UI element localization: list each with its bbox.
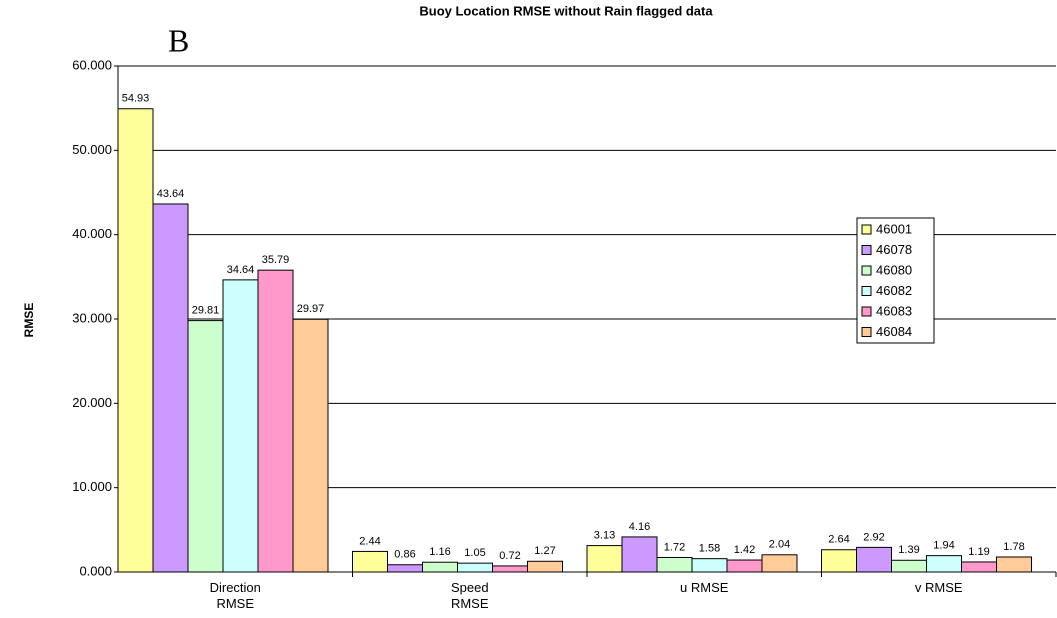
y-tick-label: 0.000 xyxy=(79,563,112,578)
value-label: 1.19 xyxy=(968,546,989,558)
value-label: 1.78 xyxy=(1003,541,1024,553)
bar xyxy=(761,554,798,573)
bar xyxy=(961,561,997,573)
legend-swatch xyxy=(861,224,872,235)
value-label: 1.58 xyxy=(699,543,720,555)
bar xyxy=(691,558,728,573)
chart-title: Buoy Location RMSE without Rain flagged … xyxy=(419,3,713,18)
legend-label: 46083 xyxy=(876,303,912,318)
value-label: 1.27 xyxy=(534,545,555,557)
bar xyxy=(457,562,493,573)
value-label: 1.42 xyxy=(734,544,755,556)
y-tick-label: 60.000 xyxy=(72,57,112,72)
value-label: 2.04 xyxy=(769,539,790,551)
y-tick-label: 20.000 xyxy=(72,395,112,410)
legend-swatch xyxy=(861,245,872,255)
y-tick-label: 40.000 xyxy=(72,226,112,241)
value-label: 35.79 xyxy=(262,254,290,266)
bar xyxy=(726,559,763,573)
x-tick-label: v RMSE xyxy=(914,580,963,595)
bar xyxy=(621,536,658,573)
value-label: 2.92 xyxy=(863,531,884,543)
bar xyxy=(586,545,623,573)
bar xyxy=(257,269,294,573)
bar xyxy=(187,320,224,573)
legend-label: 46078 xyxy=(876,242,912,257)
y-tick-label: 30.000 xyxy=(72,310,112,325)
value-label: 0.86 xyxy=(394,549,415,561)
bar xyxy=(117,108,154,573)
value-label: 29.97 xyxy=(297,303,325,315)
value-label: 1.72 xyxy=(664,541,685,553)
bar xyxy=(996,556,1032,573)
bar xyxy=(422,561,458,573)
y-tick-label: 10.000 xyxy=(72,479,112,494)
value-label: 54.93 xyxy=(122,93,150,105)
bar xyxy=(222,279,259,573)
value-label: 1.16 xyxy=(429,546,450,558)
bar xyxy=(292,318,329,573)
x-tick-label: u RMSE xyxy=(680,580,729,595)
x-tick-label: Speed RMSE xyxy=(450,580,489,611)
bar xyxy=(656,556,693,573)
y-tick-label: 50.000 xyxy=(72,142,112,157)
bar xyxy=(492,565,528,573)
value-label: 3.13 xyxy=(594,530,615,542)
value-label: 1.94 xyxy=(933,540,954,552)
bar xyxy=(352,550,388,573)
value-label: 34.64 xyxy=(227,264,255,276)
bar xyxy=(856,546,892,573)
value-label: 2.44 xyxy=(359,535,380,547)
annotation: B xyxy=(168,22,189,58)
bar xyxy=(821,549,857,573)
legend-label: 46001 xyxy=(876,221,912,236)
bar xyxy=(527,560,563,573)
value-label: 4.16 xyxy=(629,521,650,533)
legend-label: 46084 xyxy=(876,324,912,339)
value-label: 29.81 xyxy=(192,305,220,317)
legend-swatch xyxy=(861,306,872,317)
y-axis-label: RMSE xyxy=(22,303,36,338)
value-label: 0.72 xyxy=(499,550,520,562)
value-label: 2.64 xyxy=(828,534,849,546)
value-label: 43.64 xyxy=(157,188,185,200)
bar xyxy=(152,203,189,573)
bar xyxy=(387,564,423,573)
bar xyxy=(926,555,962,573)
x-tick-label: Direction RMSE xyxy=(209,580,261,611)
legend-label: 46082 xyxy=(876,283,912,298)
value-label: 1.05 xyxy=(464,547,485,559)
bar xyxy=(891,559,927,573)
value-label: 1.39 xyxy=(898,544,919,556)
legend-swatch xyxy=(861,286,872,296)
legend-swatch xyxy=(861,327,872,337)
legend-swatch xyxy=(861,265,872,276)
legend-box xyxy=(856,217,935,344)
legend-label: 46080 xyxy=(876,262,912,277)
